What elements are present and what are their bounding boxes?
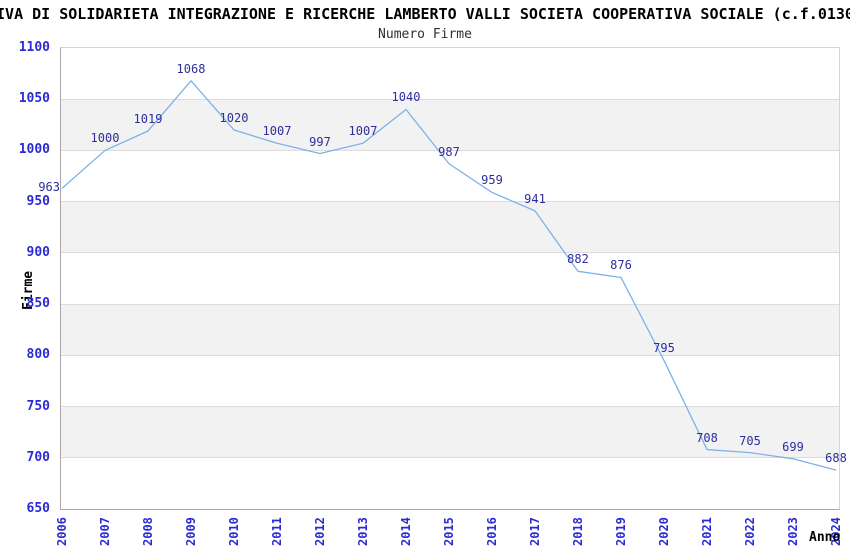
y-tick-label: 850 [26,296,50,312]
y-tick-label: 950 [26,193,50,209]
x-tick-label: 2017 [528,517,542,546]
x-tick-label: 2019 [614,517,628,546]
data-point-label: 1019 [133,111,163,126]
data-point-label: 1068 [176,61,206,76]
x-tick-label: 2013 [356,517,370,546]
gridline [61,406,839,408]
data-point-label: 941 [524,191,546,206]
data-point-label: 708 [696,430,718,445]
gridline [61,201,839,203]
gridline [61,149,839,151]
y-tick-label: 900 [26,244,50,260]
y-tick-label: 1100 [18,40,50,55]
gridline [61,98,839,100]
data-point-label: 987 [438,144,460,159]
data-point-label: 876 [610,258,632,273]
x-tick-label: 2006 [55,517,69,546]
data-point-label: 1007 [262,124,292,139]
data-point-label: 959 [481,173,503,188]
chart-subtitle: Numero Firme [378,27,472,42]
y-tick-label: 1050 [18,91,50,107]
data-point-label: 963 [38,180,60,195]
x-tick-label: 2021 [700,517,714,546]
x-tick-label: 2018 [571,517,585,546]
x-tick-label: 2008 [141,517,155,546]
data-point-label: 1007 [348,124,378,139]
x-tick-label: 2011 [270,517,284,546]
plot-area [60,47,840,510]
chart-title: IVA DI SOLIDARIETA INTEGRAZIONE E RICERC… [0,5,850,23]
x-tick-label: 2022 [743,517,757,546]
data-point-label: 1000 [90,131,120,146]
x-tick-label: 2015 [442,517,456,546]
plot-band [61,99,839,151]
x-tick-label: 2009 [184,517,198,546]
data-point-label: 688 [825,451,847,466]
data-point-label: 705 [739,433,761,448]
data-point-label: 882 [567,252,589,267]
x-tick-label: 2020 [657,517,671,546]
x-tick-label: 2016 [485,517,499,546]
line-series-svg [61,80,837,471]
series-line [61,80,837,471]
x-axis-title: Anno [809,530,841,545]
plot-band [61,304,839,356]
gridline [61,457,839,459]
data-point-label: 1040 [391,90,421,105]
y-tick-label: 1000 [18,142,50,158]
x-tick-label: 2012 [313,517,327,546]
plot-band [61,201,839,253]
data-point-label: 1020 [219,110,249,125]
data-point-label: 795 [653,341,675,356]
gridline [61,303,839,305]
data-point-label: 699 [782,439,804,454]
y-tick-label: 800 [26,347,50,363]
x-tick-label: 2010 [227,517,241,546]
x-tick-label: 2023 [786,517,800,546]
y-tick-label: 700 [26,449,50,465]
x-tick-label: 2007 [98,517,112,546]
y-tick-label: 750 [26,398,50,414]
data-point-label: 997 [309,134,331,149]
y-tick-label: 650 [26,501,50,516]
gridline [61,354,839,356]
x-tick-label: 2014 [399,517,413,546]
gridline [61,252,839,254]
